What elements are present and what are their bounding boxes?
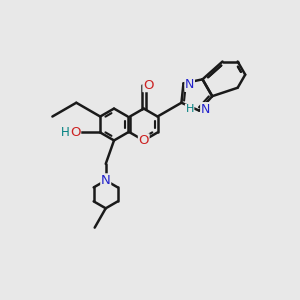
Text: N: N — [185, 78, 194, 92]
Text: O: O — [143, 79, 154, 92]
Text: O: O — [139, 134, 149, 147]
Text: H: H — [61, 126, 70, 139]
Text: N: N — [201, 103, 210, 116]
Text: H: H — [185, 104, 194, 114]
Text: O: O — [70, 126, 81, 139]
Text: N: N — [101, 174, 111, 187]
